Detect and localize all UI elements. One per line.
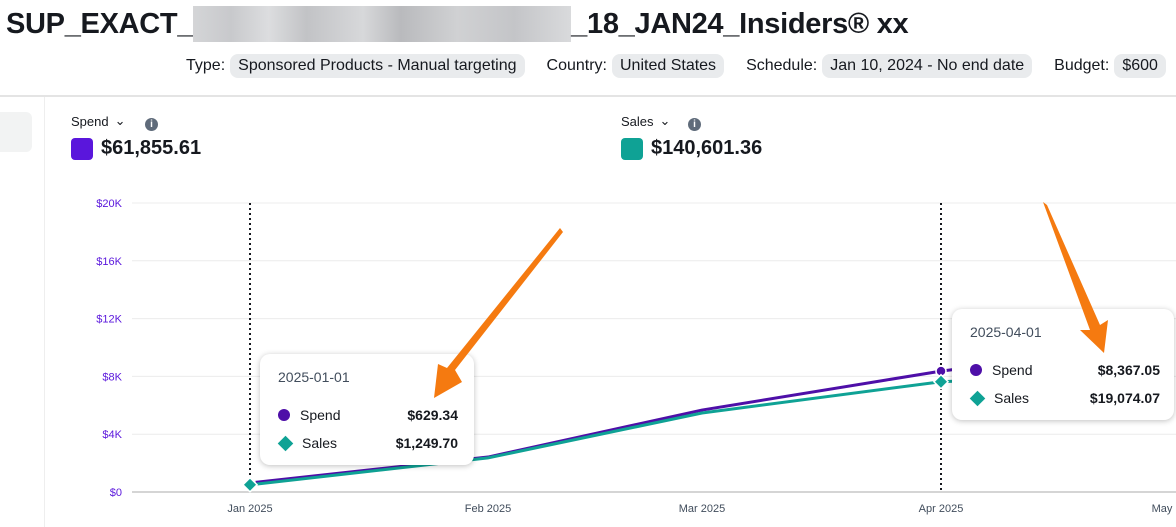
type-value: Sponsored Products - Manual targeting xyxy=(230,54,525,78)
tooltip-value: $629.34 xyxy=(407,407,458,423)
x-tick-label: Feb 2025 xyxy=(465,503,511,515)
tooltip-series: Spend xyxy=(300,407,341,423)
campaign-meta: Type: Sponsored Products - Manual target… xyxy=(186,54,1176,78)
y-tick-label: $4K xyxy=(102,429,122,441)
spend-marker-icon xyxy=(970,364,982,376)
y-tick-label: $20K xyxy=(96,198,122,210)
x-tick-label: Apr 2025 xyxy=(919,503,964,515)
header-divider xyxy=(0,95,1176,97)
campaign-title: SUP_EXACT_ _18_JAN24_Insiders® xx xyxy=(6,6,909,42)
y-tick-label: $16K xyxy=(96,256,122,268)
sales-point xyxy=(932,373,950,390)
sales-point xyxy=(241,476,259,493)
metric-spend-selector[interactable]: Spend xyxy=(71,113,109,129)
tooltip-date: 2025-01-01 xyxy=(278,369,350,385)
title-suffix: _18_JAN24_Insiders® xx xyxy=(571,7,909,40)
x-tick-label: Jan 2025 xyxy=(227,503,272,515)
budget-label: Budget: xyxy=(1054,57,1110,74)
sales-marker-icon xyxy=(277,435,294,451)
tooltip-value: $19,074.07 xyxy=(1089,390,1160,406)
metric-sales: Sales ⌄ i $140,601.36 xyxy=(621,113,762,160)
metric-sales-selector[interactable]: Sales xyxy=(621,113,654,129)
country-value: United States xyxy=(612,54,725,78)
chevron-down-icon[interactable]: ⌄ xyxy=(114,113,126,128)
y-tick-label: $8K xyxy=(102,371,122,383)
tooltip-date: 2025-04-01 xyxy=(970,324,1042,340)
y-tick-label: $0 xyxy=(110,487,122,499)
metric-spend: Spend ⌄ i $61,855.61 xyxy=(71,113,201,160)
title-prefix: SUP_EXACT_ xyxy=(6,7,194,40)
budget-value[interactable]: $600 xyxy=(1114,54,1166,78)
spend-marker-icon xyxy=(278,409,290,421)
redacted-region xyxy=(193,6,572,42)
tooltip-series: Spend xyxy=(992,362,1033,378)
tooltip-series: Sales xyxy=(994,390,1030,406)
tooltip-value: $8,367.05 xyxy=(1097,362,1160,378)
tooltip-apr: 2025-04-01 Spend $8,367.05 Sales $19,074.0… xyxy=(952,309,1174,420)
y-tick-label: $12K xyxy=(96,314,122,326)
left-panel xyxy=(0,97,45,527)
schedule-label: Schedule: xyxy=(746,57,818,74)
left-panel-tab[interactable] xyxy=(0,112,32,152)
tooltip-jan: 2025-01-01 Spend $629.34 Sales $1,249.70 xyxy=(260,354,474,465)
spend-swatch[interactable] xyxy=(71,137,93,160)
country-label: Country: xyxy=(546,57,607,74)
sales-marker-icon xyxy=(969,390,986,406)
info-icon[interactable]: i xyxy=(688,118,701,131)
schedule-value: Jan 10, 2024 - No end date xyxy=(822,54,1033,78)
x-tick-label: May xyxy=(1152,503,1173,515)
tooltip-series: Sales xyxy=(302,435,338,451)
metric-spend-value: $61,855.61 xyxy=(101,137,202,159)
x-tick-label: Mar 2025 xyxy=(679,503,725,515)
sales-swatch[interactable] xyxy=(621,137,643,160)
info-icon[interactable]: i xyxy=(145,118,158,131)
metric-sales-value: $140,601.36 xyxy=(651,137,763,159)
tooltip-value: $1,249.70 xyxy=(395,435,458,451)
type-label: Type: xyxy=(186,57,226,74)
chevron-down-icon[interactable]: ⌄ xyxy=(659,113,671,128)
